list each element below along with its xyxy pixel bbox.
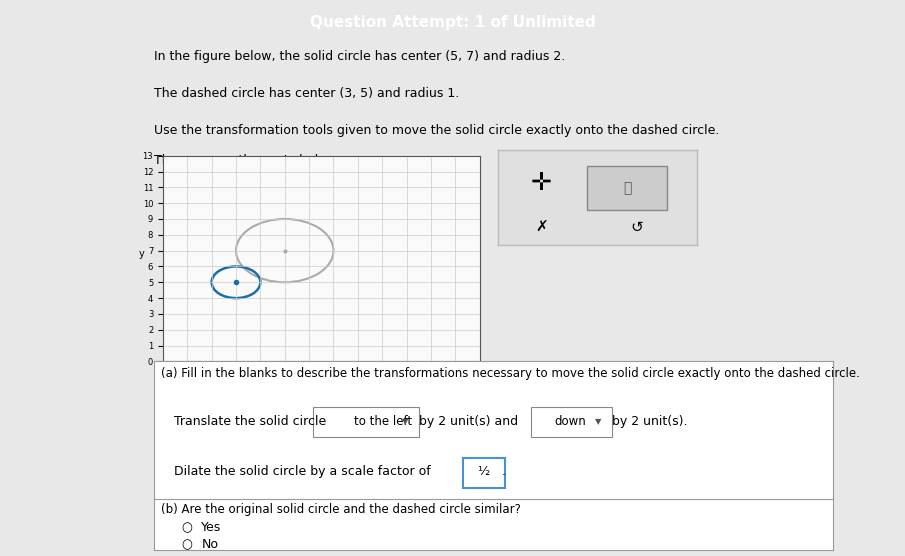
Text: In the figure below, the solid circle has center (5, 7) and radius 2.: In the figure below, the solid circle ha… (154, 50, 565, 63)
Text: down: down (554, 415, 586, 428)
Text: (a) Fill in the blanks to describe the transformations necessary to move the sol: (a) Fill in the blanks to describe the t… (161, 367, 860, 380)
Text: Yes: Yes (202, 522, 222, 534)
FancyBboxPatch shape (462, 458, 505, 488)
Y-axis label: y: y (138, 249, 144, 259)
Text: by 2 unit(s) and: by 2 unit(s) and (418, 415, 518, 428)
Text: to the left: to the left (354, 415, 412, 428)
FancyBboxPatch shape (587, 166, 667, 210)
Text: Use the transformation tools given to move the solid circle exactly onto the das: Use the transformation tools given to mo… (154, 124, 719, 137)
Text: Question Attempt: 1 of Unlimited: Question Attempt: 1 of Unlimited (310, 15, 595, 30)
Text: .: . (501, 465, 505, 478)
Text: ✛: ✛ (531, 171, 552, 195)
Text: ○: ○ (181, 522, 192, 534)
Text: ▼: ▼ (595, 418, 602, 426)
X-axis label: x: x (319, 381, 324, 391)
Text: (b) Are the original solid circle and the dashed circle similar?: (b) Are the original solid circle and th… (161, 503, 520, 516)
Text: The dashed circle has center (3, 5) and radius 1.: The dashed circle has center (3, 5) and … (154, 87, 459, 100)
Text: by 2 unit(s).: by 2 unit(s). (612, 415, 688, 428)
Text: ↺: ↺ (631, 220, 643, 235)
Text: No: No (202, 538, 218, 551)
FancyBboxPatch shape (530, 407, 612, 437)
Text: ⤢: ⤢ (623, 181, 632, 195)
Text: Translate the solid circle: Translate the solid circle (174, 415, 327, 428)
Text: ○: ○ (181, 538, 192, 551)
Text: ✗: ✗ (535, 220, 548, 235)
Text: Then answer the parts below.: Then answer the parts below. (154, 153, 338, 167)
Text: ▼: ▼ (402, 418, 408, 426)
Text: Dilate the solid circle by a scale factor of: Dilate the solid circle by a scale facto… (174, 465, 431, 478)
Text: ½: ½ (478, 465, 490, 478)
FancyBboxPatch shape (313, 407, 418, 437)
